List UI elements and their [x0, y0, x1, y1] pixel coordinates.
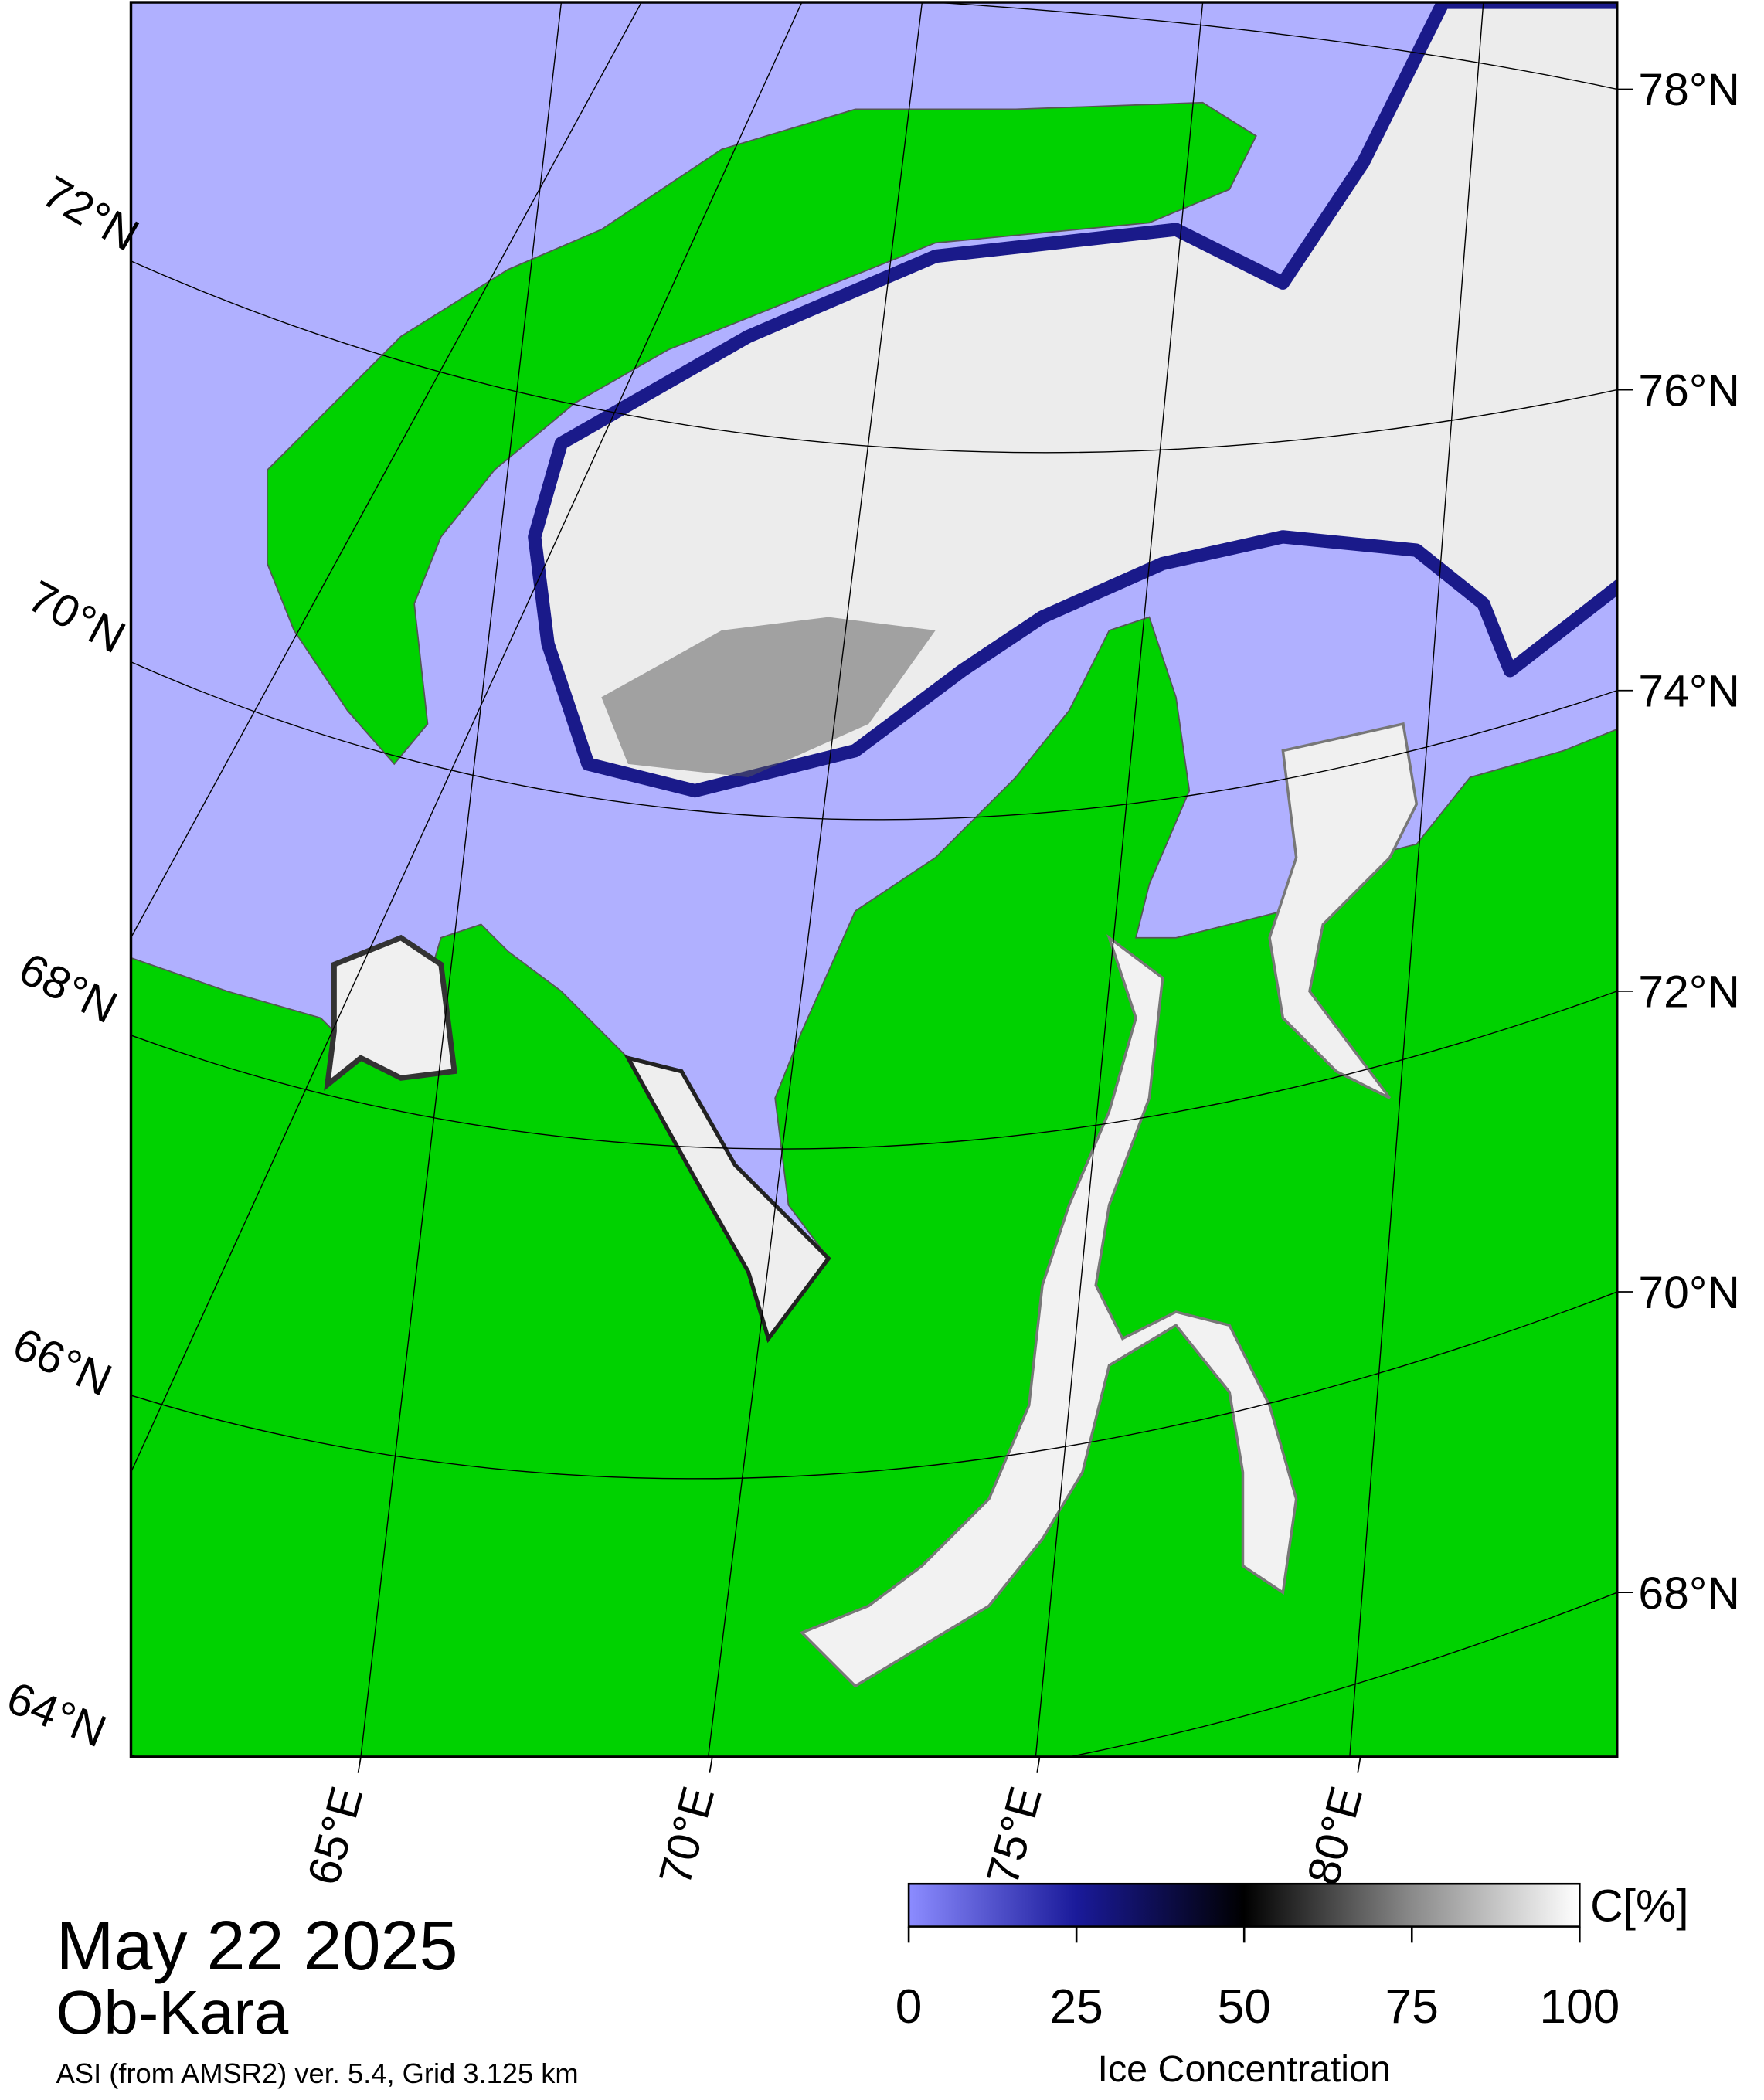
colorbar	[907, 1882, 1581, 1928]
lat-label-left: 66°N	[5, 1319, 118, 1406]
lat-label-left: 64°N	[0, 1673, 113, 1757]
lat-label-right: 78°N	[1638, 65, 1739, 115]
lon-tick	[709, 1756, 713, 1773]
lat-label-left: 70°N	[20, 571, 134, 663]
lat-label-right: 76°N	[1638, 365, 1739, 416]
colorbar-tick-label: 100	[1539, 1980, 1620, 2034]
gydan-bay-ice	[1268, 722, 1419, 1099]
graticule	[131, 2, 1617, 1757]
colorbar-tick-label: 0	[896, 1980, 923, 2034]
lon-tick	[1036, 1756, 1041, 1773]
lat-label-left: 68°N	[12, 943, 125, 1033]
lat-label-right: 74°N	[1638, 667, 1739, 717]
lon-label: 65°E	[298, 1782, 372, 1891]
map-frame	[129, 1, 1619, 1758]
colorbar-title: Ice Concentration	[1098, 2048, 1391, 2090]
region-title: Ob-Kara	[56, 1978, 289, 2047]
land-novaya-zemlya	[267, 101, 1257, 766]
yamal-coast-ice	[624, 1055, 831, 1344]
lon-tick	[1357, 1756, 1361, 1773]
lon-label: 75°E	[977, 1782, 1052, 1891]
lat-label-right: 70°N	[1638, 1268, 1739, 1318]
source-note: ASI (from AMSR2) ver. 5.4, Grid 3.125 km	[56, 2058, 579, 2089]
sea-ice	[528, 2, 1617, 798]
lon-label: 80°E	[1298, 1782, 1372, 1891]
baydaratskaya-ice	[324, 934, 457, 1091]
date-title: May 22 2025	[56, 1908, 458, 1985]
colorbar-ticks: 0 25 50 75 100	[896, 1926, 1620, 2034]
ob-gulf-ice	[799, 934, 1298, 1688]
lon-label: 70°E	[650, 1782, 724, 1891]
lon-tick	[357, 1756, 362, 1773]
colorbar-tick-label: 50	[1218, 1980, 1271, 2034]
map-area	[131, 2, 1617, 1757]
lat-label-right: 68°N	[1638, 1568, 1739, 1619]
colorbar-tick-label: 25	[1050, 1980, 1103, 2034]
colorbar-unit: C[%]	[1590, 1881, 1688, 1932]
lat-label-right: 72°N	[1638, 967, 1739, 1018]
sea-ice-dark	[601, 617, 936, 778]
colorbar-tick-label: 75	[1385, 1980, 1439, 2034]
